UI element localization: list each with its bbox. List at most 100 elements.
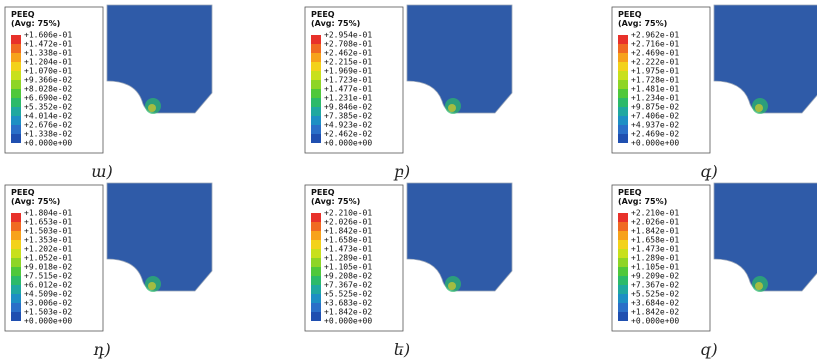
legend-label: +7.385e-02 [324, 112, 372, 121]
color-band [11, 249, 21, 258]
color-band [618, 62, 628, 71]
legend-label: +9.209e-02 [631, 272, 679, 281]
legend-label: +1.472e-01 [24, 40, 72, 49]
color-band [618, 44, 628, 53]
part-shape [714, 183, 817, 291]
color-band [618, 213, 628, 222]
legend-label: +1.842e-02 [324, 308, 372, 317]
legend-label: +2.026e-01 [324, 218, 372, 227]
color-band [311, 222, 321, 231]
panel: PEEQ(Avg: 75%)+2.962e-01+2.716e-01+2.469… [612, 5, 817, 181]
color-band [11, 116, 21, 125]
color-band [11, 53, 21, 62]
legend-label: +2.962e-01 [631, 31, 679, 40]
legend-label: +6.690e-02 [24, 94, 72, 103]
color-band [311, 53, 321, 62]
legend-label: +1.658e-01 [324, 236, 372, 245]
legend-label: +0.000e+00 [324, 317, 372, 326]
legend-avg: (Avg: 75%) [11, 197, 60, 206]
legend-label: +4.509e-02 [24, 290, 72, 299]
color-band [11, 285, 21, 294]
legend-label: +9.875e-02 [631, 103, 679, 112]
color-band [311, 44, 321, 53]
color-band [618, 35, 628, 44]
legend-avg: (Avg: 75%) [311, 197, 360, 206]
legend-label: +1.804e-01 [24, 209, 72, 218]
legend-label: +1.503e-02 [24, 308, 72, 317]
legend-label: +9.366e-02 [24, 76, 72, 85]
legend-label: +8.028e-02 [24, 85, 72, 94]
legend-label: +1.052e-01 [24, 254, 72, 263]
legend-label: +2.469e-02 [631, 130, 679, 139]
color-band [311, 116, 321, 125]
color-band [311, 312, 321, 321]
color-band [618, 107, 628, 116]
panel: PEEQ(Avg: 75%)+2.210e-01+2.026e-01+1.842… [612, 183, 817, 359]
legend-label: +2.708e-01 [324, 40, 372, 49]
legend-label: +2.210e-01 [631, 209, 679, 218]
legend-label: +1.842e-01 [324, 227, 372, 236]
legend-label: +1.723e-01 [324, 76, 372, 85]
legend-label: +9.846e-02 [324, 103, 372, 112]
color-band [618, 98, 628, 107]
legend-label: +7.406e-02 [631, 112, 679, 121]
color-band [618, 222, 628, 231]
legend-label: +1.353e-01 [24, 236, 72, 245]
color-band [311, 285, 321, 294]
color-band [311, 267, 321, 276]
legend-label: +1.477e-01 [324, 85, 372, 94]
color-band [618, 267, 628, 276]
color-band [618, 249, 628, 258]
legend-label: +2.210e-01 [324, 209, 372, 218]
legend-title: PEEQ [11, 10, 35, 19]
color-band [311, 107, 321, 116]
legend-label: +1.338e-01 [24, 49, 72, 58]
color-band [11, 213, 21, 222]
legend-label: +1.606e-01 [24, 31, 72, 40]
legend-avg: (Avg: 75%) [618, 197, 667, 206]
legend-label: +1.473e-01 [631, 245, 679, 254]
color-band [311, 62, 321, 71]
color-band [11, 107, 21, 116]
legend-label: +7.515e-02 [24, 272, 72, 281]
legend-label: +1.842e-02 [631, 308, 679, 317]
legend-label: +4.014e-02 [24, 112, 72, 121]
part-shape [407, 183, 512, 291]
legend-label: +2.676e-02 [24, 121, 72, 130]
legend-label: +2.215e-01 [324, 58, 372, 67]
legend-label: +5.352e-02 [24, 103, 72, 112]
legend-title: PEEQ [618, 10, 642, 19]
color-band [11, 62, 21, 71]
legend-label: +7.367e-02 [324, 281, 372, 290]
color-band [11, 312, 21, 321]
panel: PEEQ(Avg: 75%)+2.210e-01+2.026e-01+1.842… [305, 183, 512, 359]
color-band [311, 80, 321, 89]
legend-label: +2.462e-01 [324, 49, 372, 58]
panel: PEEQ(Avg: 75%)+1.606e-01+1.472e-01+1.338… [5, 5, 212, 181]
caption: ե) [394, 340, 410, 359]
caption: գ) [700, 162, 717, 181]
legend-label: +0.000e+00 [631, 317, 679, 326]
legend-label: +1.234e-01 [631, 94, 679, 103]
color-band [311, 213, 321, 222]
strain-spot-core [448, 104, 456, 112]
color-band [311, 258, 321, 267]
legend-avg: (Avg: 75%) [311, 19, 360, 28]
color-band [618, 303, 628, 312]
color-band [311, 249, 321, 258]
color-band [618, 71, 628, 80]
color-band [311, 231, 321, 240]
color-band [311, 89, 321, 98]
part-shape [407, 5, 512, 113]
color-band [311, 98, 321, 107]
strain-spot-core [755, 104, 763, 112]
color-band [11, 98, 21, 107]
color-band [618, 134, 628, 143]
legend-label: +2.026e-01 [631, 218, 679, 227]
caption: ա) [91, 162, 112, 181]
color-band [11, 294, 21, 303]
color-band [618, 89, 628, 98]
legend-label: +1.842e-01 [631, 227, 679, 236]
legend-avg: (Avg: 75%) [618, 19, 667, 28]
color-band [618, 276, 628, 285]
